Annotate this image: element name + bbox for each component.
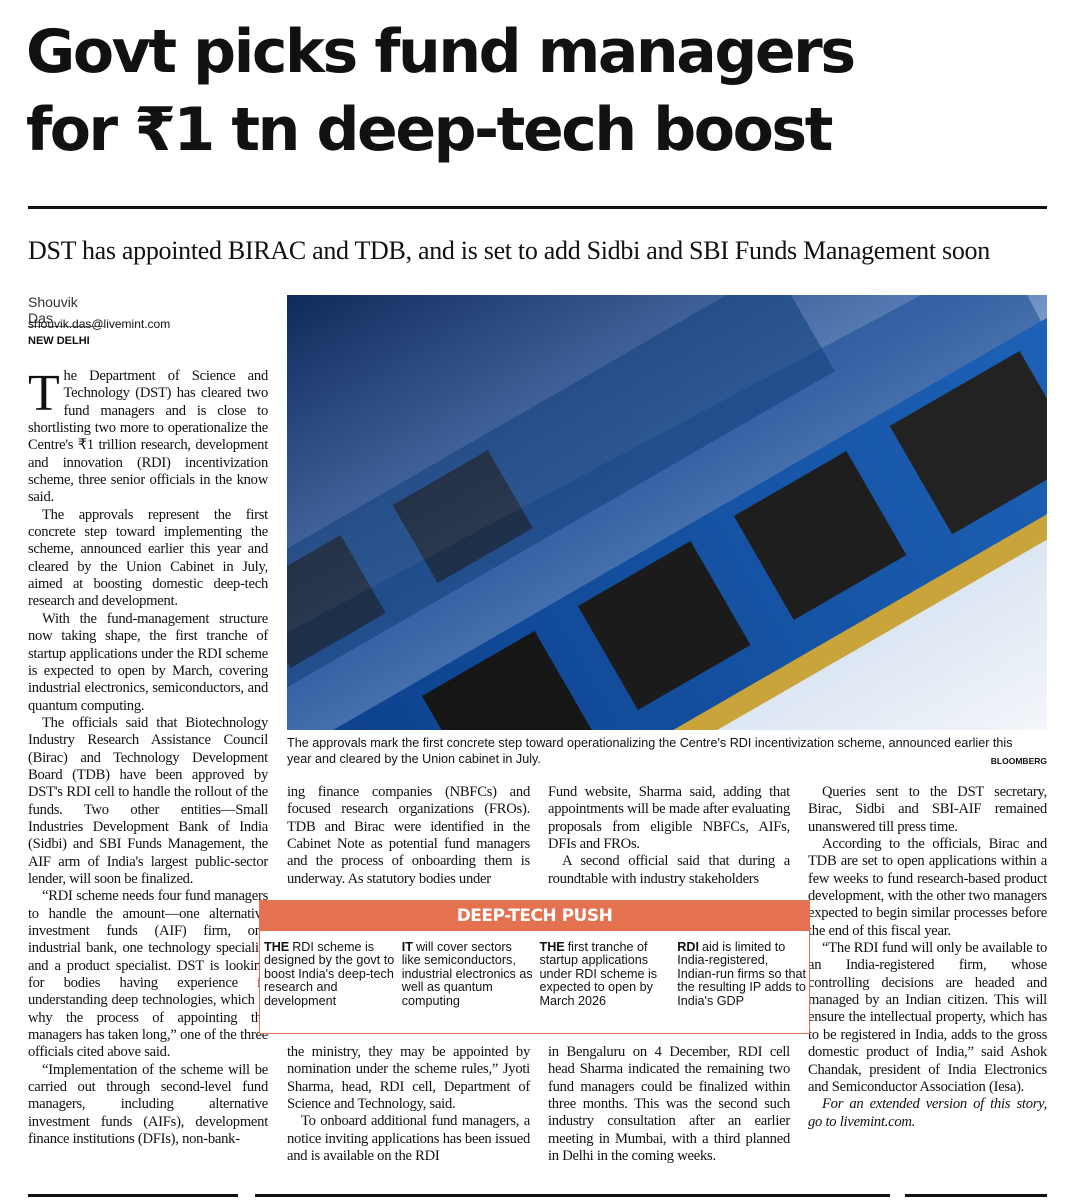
factbox-item: THE RDI scheme is designed by the govt to…	[264, 940, 396, 1008]
factbox-text: aid is limited to India-registered, Indi…	[677, 940, 807, 1008]
column: ing finance companies (NBFCs) and focuse…	[287, 784, 530, 888]
paragraph: The Department of Science and Technology…	[28, 365, 268, 506]
dateline: NEW DELHI	[28, 335, 90, 347]
paragraph: To onboard additional fund managers, a n…	[287, 1113, 530, 1165]
rule	[905, 1194, 1047, 1197]
subheadline: DST has appointed BIRAC and TDB, and is …	[28, 236, 990, 265]
factbox-text: RDI scheme is designed by the govt to bo…	[264, 940, 395, 1008]
paragraph: For an extended version of this story, g…	[808, 1096, 1047, 1130]
factbox-item: THE first tranche of startup applications…	[539, 940, 672, 1008]
column: Fund website, Sharma said, adding that a…	[548, 784, 790, 888]
factbox-item: RDI aid is limited to India-registered, I…	[677, 940, 809, 1008]
column: the ministry, they may be appointed by n…	[287, 1044, 530, 1165]
factbox-title: DEEP-TECH PUSH	[260, 901, 809, 931]
paragraph: “RDI scheme needs four fund managers to …	[28, 888, 268, 1061]
column: in Bengaluru on 4 December, RDI cell hea…	[548, 1044, 790, 1165]
factbox-text: first tranche of startup applications un…	[539, 940, 658, 1008]
rule	[28, 206, 1047, 209]
factbox-lead: IT	[401, 940, 413, 954]
column: Queries sent to the DST secretary, Birac…	[808, 784, 1047, 1131]
paragraph: ing finance companies (NBFCs) and focuse…	[287, 784, 530, 887]
rule	[28, 1194, 238, 1197]
factbox-lead: THE	[539, 940, 565, 954]
factbox-lead: THE	[264, 940, 290, 954]
paragraph: Queries sent to the DST secretary, Birac…	[808, 784, 1047, 835]
rule	[255, 1194, 890, 1197]
paragraph: According to the officials, Birac and TD…	[808, 836, 1047, 939]
byline-author: Shouvik Das	[28, 294, 104, 327]
paragraph: The approvals represent the first concre…	[28, 506, 268, 610]
factbox-item: IT will cover sectors like semiconductors…	[401, 940, 534, 1008]
paragraph: The officials said that Biotechnology In…	[28, 714, 268, 887]
paragraph: in Bengaluru on 4 December, RDI cell hea…	[548, 1044, 790, 1165]
factbox-lead: RDI	[677, 940, 699, 954]
headline: for ₹1 tn deep-tech boost	[26, 95, 833, 165]
factbox-items: THE RDI scheme is designed by the govt to…	[260, 931, 809, 1008]
factbox-text: will cover sectors like semiconductors, …	[401, 940, 533, 1008]
factbox: DEEP-TECH PUSH THE RDI scheme is designed…	[259, 900, 810, 1034]
photo-credit: BLOOMBERG	[990, 756, 1047, 766]
photo	[287, 295, 1047, 730]
paragraph: the ministry, they may be appointed by n…	[287, 1044, 530, 1113]
paragraph: Fund website, Sharma said, adding that a…	[548, 784, 790, 853]
paragraph: “Implementation of the scheme will be ca…	[28, 1061, 268, 1148]
paragraph: A second official said that during a rou…	[548, 853, 790, 887]
headline: Govt picks fund managers	[26, 17, 856, 87]
paragraph: With the fund-management structure now t…	[28, 610, 268, 714]
byline-email: shouvik.das@livemint.com	[28, 317, 171, 331]
photo-caption: The approvals mark the first concrete st…	[287, 736, 1013, 766]
column: The Department of Science and Technology…	[28, 365, 268, 1148]
paragraph: “The RDI fund will only be available to …	[808, 940, 1047, 1095]
